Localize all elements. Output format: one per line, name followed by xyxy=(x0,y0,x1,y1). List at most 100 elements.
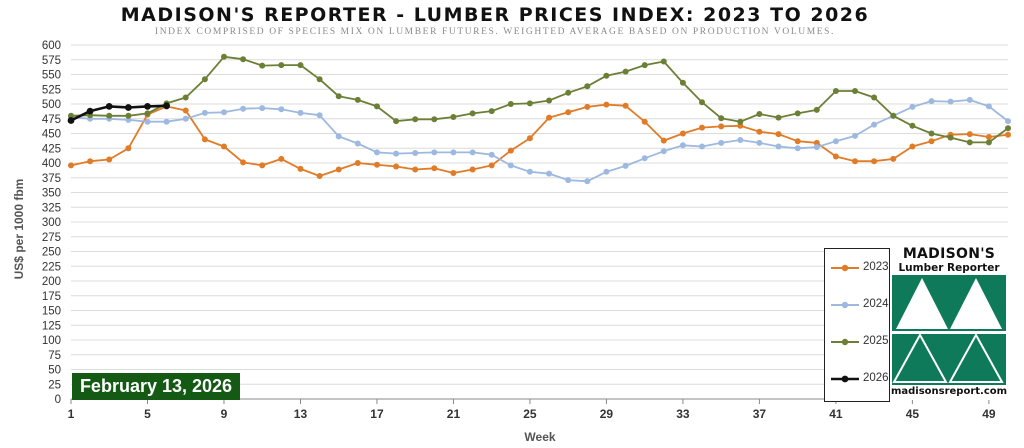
data-point-2025 xyxy=(182,94,189,101)
x-tick-label: 45 xyxy=(906,407,920,421)
data-point-2025 xyxy=(259,62,266,69)
data-point-2023 xyxy=(182,107,189,114)
x-tick-label: 29 xyxy=(600,407,614,421)
data-point-2023 xyxy=(871,158,878,165)
data-point-2025 xyxy=(450,114,457,120)
data-point-2024 xyxy=(316,112,323,119)
data-point-2026 xyxy=(86,107,94,115)
y-tick-label: 600 xyxy=(42,40,61,52)
data-point-2025 xyxy=(966,139,973,146)
series-line-2025 xyxy=(70,55,1009,144)
data-point-2024 xyxy=(737,137,744,143)
data-point-2023 xyxy=(584,103,591,110)
x-axis-label: Week xyxy=(524,430,556,444)
data-point-2024 xyxy=(699,143,705,150)
data-point-2025 xyxy=(718,115,725,122)
data-point-2023 xyxy=(412,166,419,173)
data-point-2025 xyxy=(909,122,916,129)
x-tick-label: 49 xyxy=(982,407,996,421)
data-point-2023 xyxy=(240,159,247,166)
data-point-2025 xyxy=(852,88,858,94)
data-point-2025 xyxy=(201,76,208,83)
legend-label: 2024 xyxy=(863,298,889,310)
data-point-2023 xyxy=(909,143,916,150)
data-point-2026 xyxy=(67,117,75,124)
data-point-2023 xyxy=(622,102,629,109)
x-tick-label: 9 xyxy=(221,407,228,421)
y-tick-label: 350 xyxy=(42,188,61,200)
data-point-2025 xyxy=(832,88,839,94)
series-2024 xyxy=(68,96,1011,185)
data-point-2024 xyxy=(641,155,648,162)
data-point-2024 xyxy=(469,149,476,156)
data-point-2024 xyxy=(374,149,380,156)
tick-labels: 0255075100125150175200225250275300325350… xyxy=(42,40,996,421)
y-tick-label: 200 xyxy=(42,276,61,288)
data-point-2023 xyxy=(87,158,94,165)
data-point-2023 xyxy=(316,173,323,179)
data-point-2023 xyxy=(966,131,973,138)
madisons-logo: MADISON'S Lumber Reporter madisonsreport… xyxy=(890,246,1008,400)
data-point-2023 xyxy=(106,156,113,163)
data-point-2025 xyxy=(756,111,763,117)
data-point-2023 xyxy=(813,139,820,146)
data-point-2024 xyxy=(278,106,285,113)
data-point-2024 xyxy=(603,168,610,175)
data-point-2023 xyxy=(1005,131,1011,138)
logo-url: madisonsreport.com xyxy=(890,386,1008,397)
data-point-2023 xyxy=(928,138,935,145)
data-point-2024 xyxy=(393,150,400,157)
data-point-2023 xyxy=(985,134,992,140)
y-tick-label: 0 xyxy=(55,394,61,406)
data-point-2025 xyxy=(106,112,113,119)
data-point-2025 xyxy=(641,62,648,69)
data-point-2023 xyxy=(259,162,266,169)
data-point-2023 xyxy=(832,153,839,160)
data-point-2023 xyxy=(488,162,495,169)
data-point-2025 xyxy=(947,134,954,141)
series-2025 xyxy=(68,53,1011,146)
data-point-2024 xyxy=(966,96,973,103)
legend-label: 2026 xyxy=(863,372,889,384)
legend-item-2025: 2025 xyxy=(831,335,891,349)
series-line-2023 xyxy=(70,103,1009,177)
chart-title: MADISON'S REPORTER - LUMBER PRICES INDEX… xyxy=(120,4,870,26)
x-tick-label: 17 xyxy=(370,407,384,421)
legend-item-2024: 2024 xyxy=(831,298,891,312)
data-point-2024 xyxy=(794,145,801,152)
data-point-2024 xyxy=(201,109,208,116)
chart-legend: 2023 2024 2025 2026 xyxy=(824,248,890,402)
legend-item-2026: 2026 xyxy=(831,372,891,386)
data-point-2024 xyxy=(871,121,878,128)
y-tick-label: 75 xyxy=(48,350,61,362)
data-point-2025 xyxy=(699,99,705,106)
data-point-2024 xyxy=(488,151,495,158)
logo-brand: MADISON'S xyxy=(902,246,996,262)
data-point-2025 xyxy=(871,94,878,101)
data-point-2025 xyxy=(584,83,591,90)
series-line-2024 xyxy=(70,99,1009,183)
data-point-2025 xyxy=(374,103,380,110)
data-point-2025 xyxy=(679,79,686,86)
data-point-2025 xyxy=(507,101,514,107)
data-point-2023 xyxy=(679,130,686,137)
data-point-2025 xyxy=(278,62,285,69)
data-point-2025 xyxy=(1005,125,1011,132)
data-point-2024 xyxy=(852,132,858,139)
data-point-2026 xyxy=(163,102,171,110)
data-point-2023 xyxy=(278,155,285,162)
y-tick-label: 375 xyxy=(42,173,61,185)
data-point-2023 xyxy=(737,122,744,129)
x-tick-label: 41 xyxy=(829,407,843,421)
data-point-2024 xyxy=(985,103,992,110)
data-point-2024 xyxy=(507,162,514,169)
data-point-2025 xyxy=(240,56,247,63)
data-point-2024 xyxy=(660,148,667,155)
x-tick-label: 5 xyxy=(144,407,151,421)
data-point-2023 xyxy=(641,118,648,125)
data-point-2024 xyxy=(775,143,782,150)
data-point-2025 xyxy=(622,68,629,75)
data-point-2023 xyxy=(335,166,342,173)
data-point-2023 xyxy=(297,165,304,172)
